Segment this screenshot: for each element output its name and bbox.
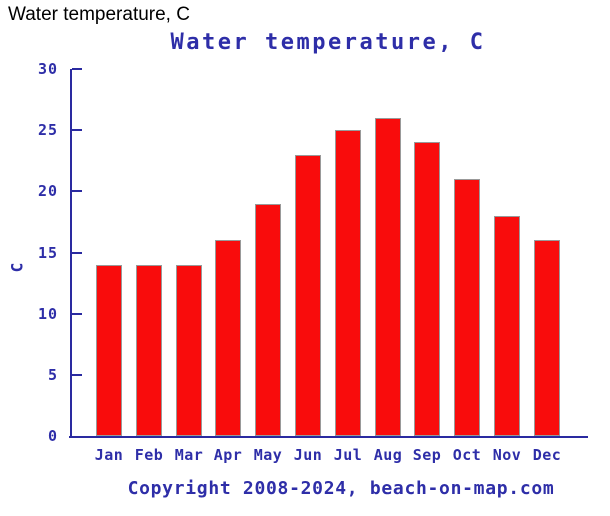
bar-apr	[215, 240, 241, 436]
y-tick-5	[72, 374, 82, 376]
x-tick-label-oct: Oct	[452, 446, 482, 464]
bar-dec	[534, 240, 560, 436]
bar-nov	[494, 216, 520, 436]
y-tick-15	[72, 252, 82, 254]
chart-title: Water temperature, C	[170, 30, 486, 55]
x-tick-label-jun: Jun	[293, 446, 323, 464]
y-tick-label-5: 5	[47, 366, 58, 384]
x-tick-label-may: May	[253, 446, 283, 464]
y-tick-20	[72, 190, 82, 192]
bar-oct	[454, 179, 480, 436]
x-tick-label-jul: Jul	[333, 446, 363, 464]
page-title: Water temperature, C	[8, 4, 190, 25]
y-axis-line	[70, 69, 72, 438]
bar-sep	[414, 142, 440, 436]
x-tick-label-mar: Mar	[174, 446, 204, 464]
y-tick-label-20: 20	[37, 182, 58, 200]
y-tick-10	[72, 313, 82, 315]
y-tick-label-10: 10	[37, 305, 58, 323]
x-tick-label-aug: Aug	[373, 446, 403, 464]
y-tick-label-15: 15	[37, 244, 58, 262]
x-tick-label-apr: Apr	[213, 446, 243, 464]
bar-jan	[96, 265, 122, 436]
y-tick-label-30: 30	[37, 60, 58, 78]
y-tick-25	[72, 129, 82, 131]
x-tick-label-dec: Dec	[532, 446, 562, 464]
copyright: Copyright 2008-2024, beach-on-map.com	[127, 478, 555, 499]
x-tick-label-nov: Nov	[492, 446, 522, 464]
x-axis-line	[69, 436, 588, 438]
x-tick-label-feb: Feb	[134, 446, 164, 464]
x-tick-label-jan: Jan	[94, 446, 124, 464]
bar-feb	[136, 265, 162, 436]
bar-jun	[295, 155, 321, 436]
bar-aug	[375, 118, 401, 436]
bar-jul	[335, 130, 361, 436]
y-tick-label-0: 0	[47, 427, 58, 445]
bar-mar	[176, 265, 202, 436]
y-tick-label-25: 25	[37, 121, 58, 139]
x-tick-label-sep: Sep	[412, 446, 442, 464]
y-tick-30	[72, 68, 82, 70]
bar-may	[255, 204, 281, 436]
